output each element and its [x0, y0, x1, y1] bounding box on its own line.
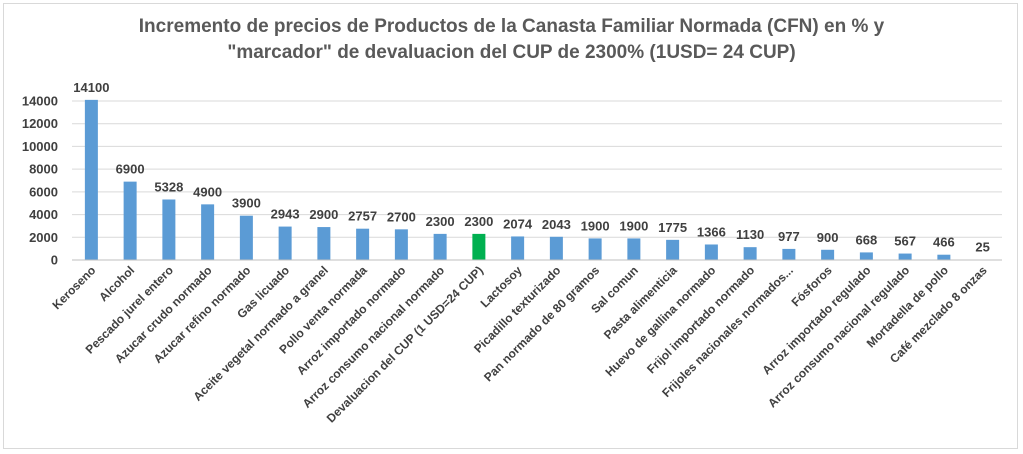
bar-3	[162, 199, 176, 260]
data-label-19: 977	[778, 229, 800, 244]
bar-16	[666, 239, 680, 260]
bar-19	[782, 248, 796, 260]
data-label-11: 2300	[464, 214, 493, 229]
data-label-15: 1900	[619, 218, 648, 233]
data-label-2: 6900	[116, 162, 145, 177]
data-label-13: 2043	[542, 217, 571, 232]
data-label-8: 2757	[348, 209, 377, 224]
data-label-5: 3900	[232, 196, 261, 211]
bar-21	[859, 252, 873, 260]
bar-2	[123, 181, 137, 260]
data-label-4: 4900	[193, 184, 222, 199]
data-label-7: 2900	[309, 207, 338, 222]
data-label-14: 1900	[581, 218, 610, 233]
y-tick-label-6000: 6000	[29, 184, 58, 199]
y-tick-label-14000: 14000	[22, 94, 58, 109]
data-label-22: 567	[894, 234, 916, 249]
data-label-16: 1775	[658, 220, 687, 235]
bar-6	[278, 226, 292, 260]
category-label-10: Arroz consumo nacional normado	[300, 263, 448, 411]
data-label-1: 14100	[73, 80, 109, 95]
bar-4	[201, 204, 215, 260]
y-tick-label-8000: 8000	[29, 162, 58, 177]
category-label-22: Arroz consumo nacional regulado	[765, 263, 912, 410]
y-tick-label-2000: 2000	[29, 230, 58, 245]
chart-title-line-2: "marcador" de devaluacion del CUP de 230…	[227, 42, 796, 63]
data-label-3: 5328	[154, 179, 183, 194]
category-label-1: Keroseno	[49, 263, 98, 312]
data-label-9: 2700	[387, 209, 416, 224]
bar-14	[588, 238, 602, 260]
bar-20	[821, 249, 835, 260]
data-label-12: 2074	[503, 216, 533, 231]
bar-18	[743, 247, 757, 260]
data-label-10: 2300	[426, 214, 455, 229]
y-tick-label-10000: 10000	[22, 139, 58, 154]
bar-8	[356, 228, 370, 260]
chart-title-line-1: Incremento de precios de Productos de la…	[138, 16, 885, 37]
bar-22	[898, 253, 912, 260]
y-tick-label-0: 0	[51, 253, 58, 268]
y-tick-label-12000: 12000	[22, 116, 58, 131]
bar-5	[239, 215, 253, 260]
data-label-17: 1366	[697, 224, 726, 239]
data-label-24: 25	[975, 240, 989, 255]
data-label-18: 1130	[736, 227, 764, 242]
bar-1	[84, 99, 98, 260]
bar-10	[433, 233, 447, 260]
bar-9	[394, 229, 408, 260]
y-tick-label-4000: 4000	[29, 207, 58, 222]
bar-17	[704, 244, 718, 260]
bar-12	[511, 236, 525, 260]
bar-15	[627, 238, 641, 260]
bar-13	[549, 236, 563, 260]
bar-23	[937, 254, 951, 260]
bar-7	[317, 227, 331, 260]
bar-11	[472, 233, 486, 260]
data-label-6: 2943	[271, 207, 300, 222]
data-label-23: 466	[933, 235, 955, 250]
chart-title: Incremento de precios de Productos de la…	[0, 14, 1023, 66]
data-label-21: 668	[856, 232, 878, 247]
data-label-20: 900	[817, 230, 839, 245]
